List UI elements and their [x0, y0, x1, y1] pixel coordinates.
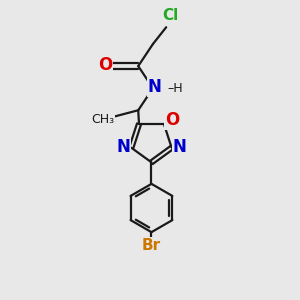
Text: –H: –H: [167, 82, 183, 95]
Text: Br: Br: [142, 238, 161, 253]
Text: N: N: [173, 138, 187, 156]
Text: O: O: [98, 56, 112, 74]
Text: O: O: [165, 112, 179, 130]
Text: N: N: [116, 138, 130, 156]
Text: Cl: Cl: [162, 8, 178, 23]
Text: N: N: [148, 78, 161, 96]
Text: CH₃: CH₃: [91, 112, 115, 126]
